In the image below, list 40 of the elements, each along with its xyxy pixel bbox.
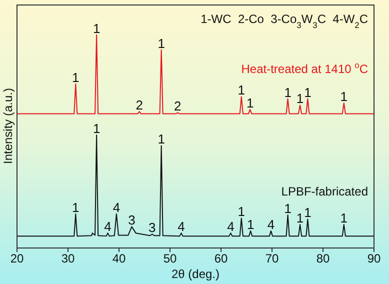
x-tick-label: 90: [367, 252, 381, 266]
annotation: 1: [92, 121, 100, 136]
x-tick-label: 60: [214, 252, 228, 266]
x-tick-label: 80: [316, 252, 330, 266]
annotation: 1: [340, 210, 348, 226]
x-tick-label: 40: [112, 252, 126, 266]
annotation: 1: [284, 84, 292, 100]
x-axis-title: 2θ (deg.): [171, 267, 220, 281]
annotation: 1: [296, 91, 304, 106]
annotation: 1: [72, 70, 80, 85]
annotation: 1: [304, 205, 312, 220]
annotation: 1: [246, 216, 254, 232]
x-tick-label: 50: [163, 252, 177, 266]
annotation: 1: [340, 89, 348, 104]
annotation: 1: [246, 95, 254, 110]
annotation: 1: [284, 200, 292, 216]
annotation: 4: [227, 219, 234, 234]
annotation: 1: [296, 210, 304, 226]
x-tick-label: 70: [265, 252, 279, 266]
y-axis-title: Intensity (a.u.): [1, 86, 15, 166]
annotation: 4: [112, 200, 120, 215]
annotation: 1: [72, 200, 80, 215]
x-tick-label: 20: [10, 252, 24, 266]
annotation: 4: [178, 219, 185, 234]
annotation: 1: [158, 132, 165, 147]
annotation: 4: [104, 219, 112, 234]
annotation: 1: [304, 84, 312, 100]
series-label: LPBF-fabricated: [281, 184, 368, 199]
annotation: 2: [136, 98, 144, 113]
annotation: 1: [238, 204, 246, 220]
annotation: 2: [174, 98, 182, 114]
series-label: Heat-treated at 1410 $^{o}$C: [241, 60, 368, 76]
annotation: 4: [267, 216, 275, 232]
annotation: 1: [238, 82, 246, 98]
text: 1-WC 2-Co 3-Co$_{3}$W$_{3}$C 4-W$_{2}$C: [200, 12, 368, 30]
annotation: 3: [128, 212, 136, 228]
x-tick-label: 30: [61, 252, 75, 266]
annotation: 3: [148, 220, 156, 236]
annotation: 1: [92, 20, 100, 36]
annotation: 1: [158, 36, 165, 51]
